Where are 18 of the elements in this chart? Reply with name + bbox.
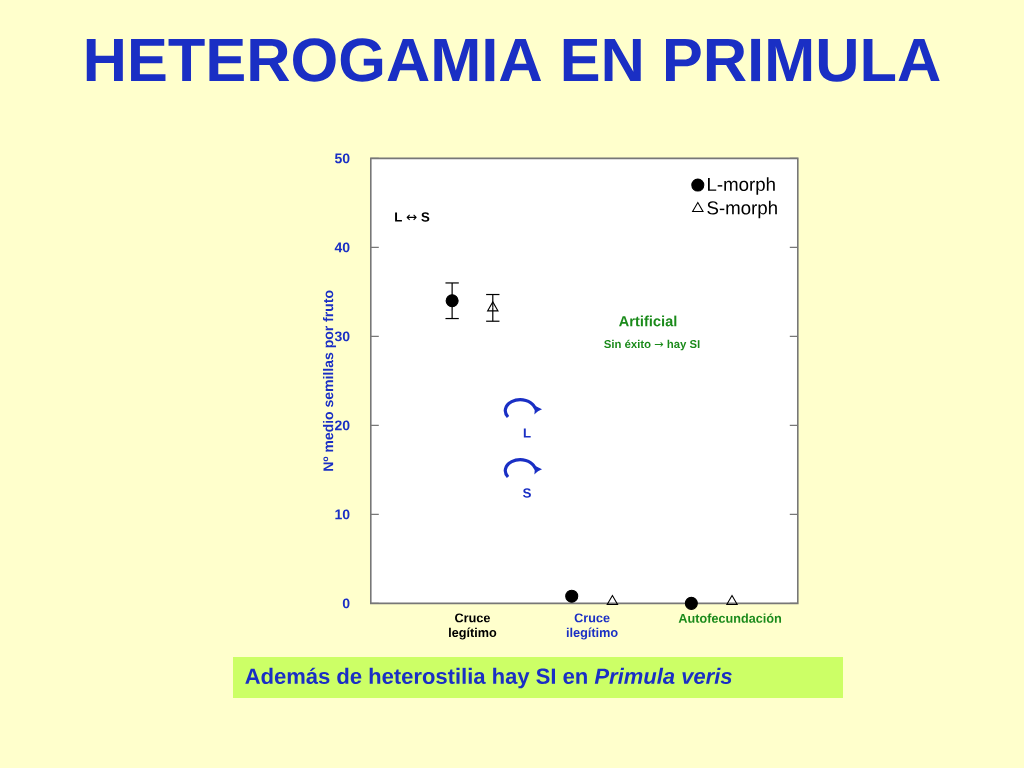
annotation: Artificial	[619, 315, 677, 327]
y-tick-label: 10	[335, 509, 350, 520]
legend-label: L-morph	[708, 177, 775, 195]
annotation: L ↔ S	[395, 212, 430, 222]
x-tick-label: Cruce ilegítimo	[566, 613, 618, 640]
y-tick-label: 30	[334, 331, 350, 342]
y-tick-label: 0	[342, 598, 350, 609]
x-tick-label: Autofecundación	[678, 613, 782, 623]
y-tick-label: 20	[334, 420, 350, 431]
annotation: Sin éxito → hay SI	[604, 339, 700, 351]
y-tick-label: 50	[334, 153, 350, 164]
x-tick-label: Cruce legítimo	[449, 613, 497, 640]
chart-title: HETEROGAMIA EN PRIMULA	[86, 38, 940, 82]
annotation: L	[523, 428, 531, 438]
legend-label: S-morph	[707, 200, 777, 219]
y-tick-label: 40	[334, 242, 350, 253]
annotation: S	[522, 488, 531, 498]
text: Además de heterostilia hay SI en Primula veris	[245, 667, 732, 689]
